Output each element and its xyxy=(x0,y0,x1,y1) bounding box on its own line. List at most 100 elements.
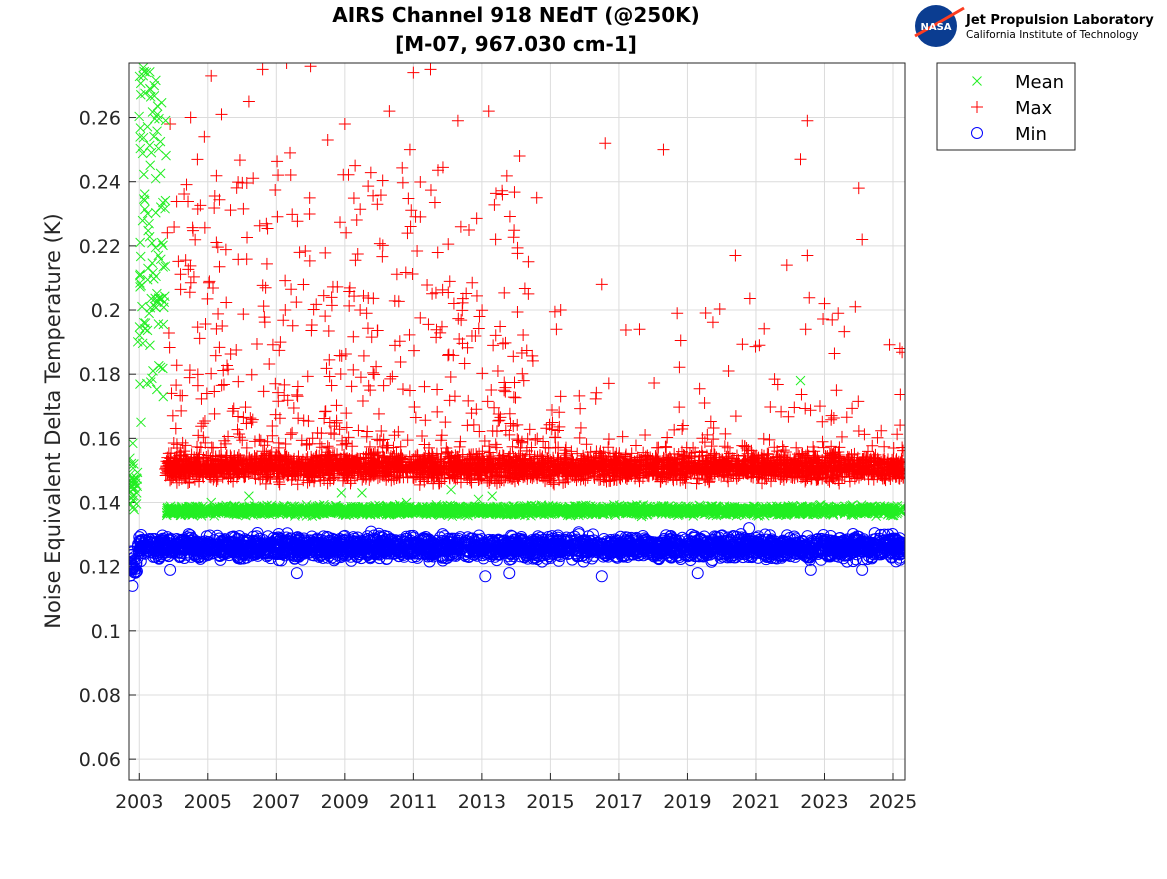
point-max xyxy=(292,412,304,424)
point-max xyxy=(210,350,222,362)
point-max xyxy=(361,307,373,319)
point-max xyxy=(476,304,488,316)
point-max xyxy=(518,375,530,387)
point-max xyxy=(216,320,228,332)
point-max xyxy=(182,263,194,275)
point-mean xyxy=(137,281,146,290)
point-max xyxy=(374,238,386,250)
series-max xyxy=(159,57,909,491)
point-max xyxy=(175,405,187,417)
point-max xyxy=(273,344,285,356)
point-max xyxy=(511,306,523,318)
point-max xyxy=(167,410,179,422)
point-max xyxy=(171,438,183,450)
point-max xyxy=(769,373,781,385)
point-max xyxy=(493,414,505,426)
point-max xyxy=(262,436,274,448)
x-tick-label: 2009 xyxy=(321,791,369,813)
point-max xyxy=(516,347,528,359)
point-max xyxy=(487,339,499,351)
point-max xyxy=(492,365,504,377)
point-max xyxy=(201,388,213,400)
point-max xyxy=(340,227,352,239)
point-max xyxy=(326,379,338,391)
point-max xyxy=(435,434,447,446)
point-max xyxy=(351,214,363,226)
point-max xyxy=(319,247,331,259)
point-max xyxy=(730,410,742,422)
point-mean xyxy=(139,195,148,204)
point-max xyxy=(414,176,426,188)
point-max xyxy=(208,385,220,397)
point-max xyxy=(164,342,176,354)
point-max xyxy=(286,427,298,439)
point-max xyxy=(782,411,794,423)
point-max xyxy=(424,63,436,75)
point-max xyxy=(294,246,306,258)
point-max xyxy=(878,441,890,453)
point-max xyxy=(377,239,389,251)
point-max xyxy=(337,169,349,181)
point-max xyxy=(488,199,500,211)
point-max xyxy=(227,405,239,417)
point-mean xyxy=(156,137,165,146)
point-max xyxy=(800,323,812,335)
point-max xyxy=(553,406,565,418)
point-max xyxy=(445,371,457,383)
point-max xyxy=(195,393,207,405)
point-max xyxy=(272,169,284,181)
point-max xyxy=(220,296,232,308)
point-max xyxy=(550,323,562,335)
point-max xyxy=(324,371,336,383)
point-max xyxy=(516,368,528,380)
y-tick-label: 0.16 xyxy=(79,428,121,450)
point-max xyxy=(194,332,206,344)
point-max xyxy=(401,227,413,239)
plot-area xyxy=(125,57,910,591)
point-mean xyxy=(153,127,162,136)
point-max xyxy=(208,202,220,214)
point-max xyxy=(354,304,366,316)
point-mean xyxy=(145,341,154,350)
point-max xyxy=(559,476,571,488)
point-max xyxy=(349,160,361,172)
point-max xyxy=(205,70,217,82)
point-max xyxy=(185,112,197,124)
point-max xyxy=(346,380,358,392)
point-max xyxy=(365,167,377,179)
point-max xyxy=(575,422,587,434)
point-max xyxy=(729,249,741,261)
point-max xyxy=(185,277,197,289)
point-max xyxy=(828,347,840,359)
point-mean xyxy=(162,151,171,160)
y-tick-label: 0.1 xyxy=(91,621,121,643)
y-tick-label: 0.06 xyxy=(79,749,121,771)
point-max xyxy=(334,216,346,228)
point-max xyxy=(514,150,526,162)
point-max xyxy=(170,423,182,435)
point-max xyxy=(192,429,204,441)
point-max xyxy=(377,175,389,187)
point-max xyxy=(210,323,222,335)
point-max xyxy=(257,279,269,291)
point-max xyxy=(639,429,651,441)
point-max xyxy=(633,323,645,335)
point-mean xyxy=(139,170,148,179)
point-max xyxy=(261,258,273,270)
point-max xyxy=(272,387,284,399)
point-max xyxy=(397,383,409,395)
point-mean xyxy=(136,252,145,261)
point-max xyxy=(349,254,361,266)
point-max xyxy=(705,415,717,427)
point-max xyxy=(603,433,615,445)
point-max xyxy=(795,388,807,400)
point-max xyxy=(192,380,204,392)
point-max xyxy=(700,307,712,319)
point-max xyxy=(429,196,441,208)
point-max xyxy=(473,310,485,322)
jpl-logo: NASA Jet Propulsion Laboratory Californi… xyxy=(915,5,1154,47)
point-max xyxy=(416,430,428,442)
point-max xyxy=(319,310,331,322)
point-max xyxy=(455,221,467,233)
